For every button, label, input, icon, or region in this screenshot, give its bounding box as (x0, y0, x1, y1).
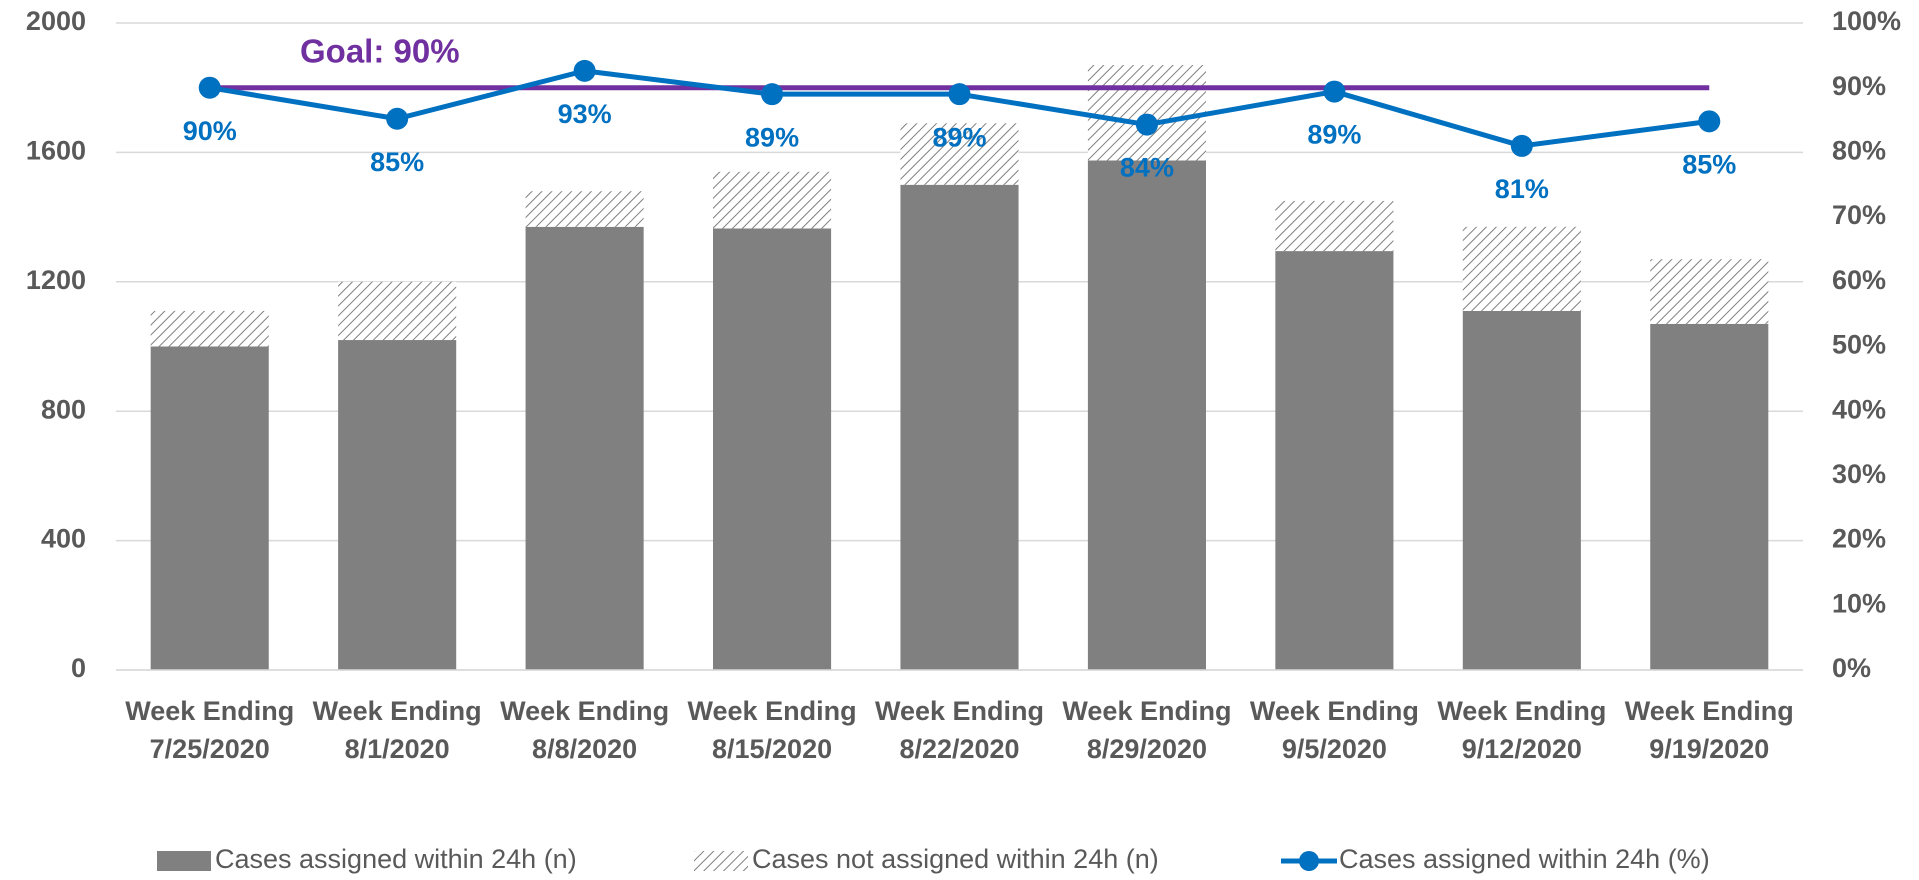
y2-tick-label: 80% (1832, 136, 1886, 166)
x-tick-label: Week Ending 7/25/2020 (125, 696, 295, 764)
goal-label: Goal: 90% (300, 33, 460, 70)
data-label: 84% (1120, 153, 1174, 183)
y2-tick-label: 90% (1832, 71, 1886, 101)
y2-tick-label: 40% (1832, 394, 1886, 424)
y-tick-label: 1600 (26, 136, 86, 166)
bar-segment (1275, 200, 1394, 252)
line-marker (386, 107, 409, 130)
bar-segment (713, 228, 832, 671)
y-tick-label: 1200 (26, 265, 86, 295)
data-label: 85% (1682, 149, 1736, 179)
bar-segment (1462, 310, 1581, 670)
data-label: 81% (1495, 174, 1549, 204)
y-tick-label: 400 (41, 524, 86, 554)
bar-segment (338, 340, 457, 670)
x-tick-label: Week Ending 8/15/2020 (687, 696, 857, 764)
y2-tick-label: 10% (1832, 588, 1886, 618)
legend-swatch (157, 851, 211, 871)
line-marker (1323, 80, 1346, 103)
y-tick-label: 2000 (26, 6, 86, 36)
bar-segment (1650, 323, 1769, 670)
bar-segment (338, 281, 457, 341)
bar-segment (1650, 259, 1769, 324)
line-marker (198, 76, 221, 99)
line-marker (1698, 110, 1721, 133)
bar-segment (900, 184, 1019, 670)
data-label: 93% (558, 99, 612, 129)
line-marker (1135, 113, 1158, 136)
data-label: 90% (183, 116, 237, 146)
y2-tick-label: 70% (1832, 200, 1886, 230)
legend-label: Cases not assigned within 24h (n) (752, 844, 1159, 874)
y2-tick-label: 100% (1832, 6, 1901, 36)
legend-label: Cases assigned within 24h (%) (1339, 844, 1710, 874)
bar-segment (525, 226, 644, 670)
line-marker (1510, 134, 1533, 157)
bar-segment (1462, 226, 1581, 311)
y-tick-label: 800 (41, 394, 86, 424)
data-label: 85% (370, 147, 424, 177)
x-tick-label: Week Ending 8/29/2020 (1062, 696, 1232, 764)
y2-tick-label: 30% (1832, 459, 1886, 489)
y-tick-label: 0 (71, 653, 86, 683)
data-label: 89% (1307, 120, 1361, 150)
line-marker (761, 83, 784, 106)
x-tick-label: Week Ending 9/19/2020 (1624, 696, 1794, 764)
y2-tick-label: 0% (1832, 653, 1871, 683)
legend-label: Cases assigned within 24h (n) (215, 844, 577, 874)
x-tick-label: Week Ending 8/8/2020 (500, 696, 670, 764)
legend-swatch (694, 851, 748, 871)
bar-segment (150, 346, 269, 670)
y2-tick-label: 60% (1832, 265, 1886, 295)
line-marker (573, 59, 596, 82)
x-tick-label: Week Ending 9/5/2020 (1249, 696, 1419, 764)
bar-segment (900, 123, 1019, 185)
y2-tick-label: 50% (1832, 330, 1886, 360)
y2-tick-label: 20% (1832, 524, 1886, 554)
x-tick-label: Week Ending 8/1/2020 (312, 696, 482, 764)
data-label: 89% (745, 122, 799, 152)
bar-segment (1275, 251, 1394, 670)
bar-segment (525, 191, 644, 227)
line-marker (948, 83, 971, 106)
x-tick-label: Week Ending 9/12/2020 (1437, 696, 1607, 764)
data-label: 89% (932, 122, 986, 152)
bar-segment (713, 171, 832, 229)
bar-segment (150, 310, 269, 347)
legend-swatch (1299, 851, 1319, 871)
bar-segment (1087, 160, 1206, 671)
bar-segment (1087, 65, 1206, 161)
x-tick-label: Week Ending 8/22/2020 (874, 696, 1045, 764)
